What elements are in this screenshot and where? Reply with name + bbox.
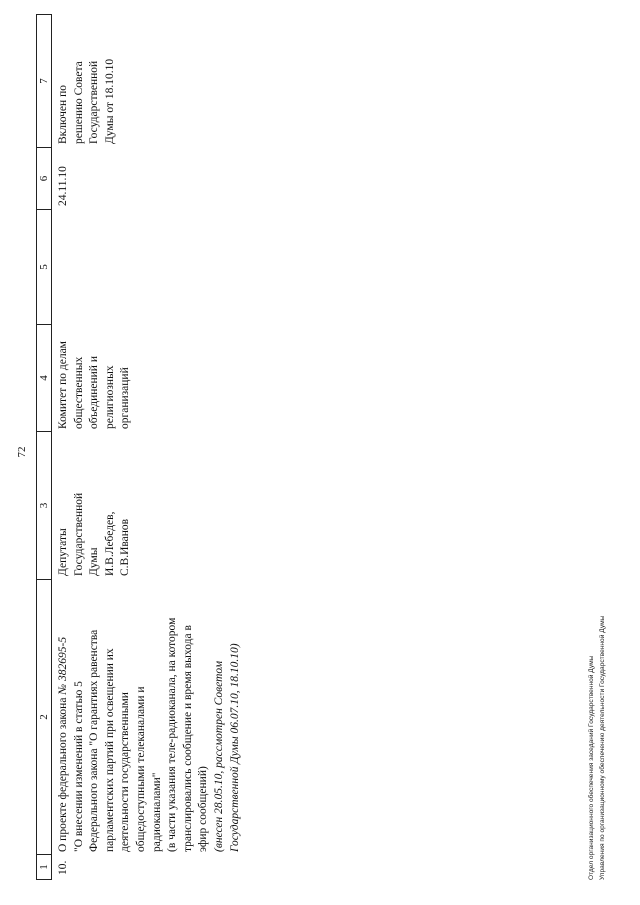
remark-line: Государственной — [88, 60, 101, 144]
bill-note-line: (внесен 28.05.10, рассмотрен Советом — [212, 660, 225, 852]
header-col-2: 2 — [36, 579, 52, 855]
bill-title-line: "О внесении изменений в статью 5 — [72, 681, 85, 852]
bill-title-line: (в части указания теле-радиоканала, на к… — [166, 617, 179, 852]
header-col-3: 3 — [36, 431, 52, 580]
committee-line: религиозных — [103, 365, 116, 429]
initiator-line: И.В.Лебедев, — [103, 511, 116, 576]
initiators: Депутаты Государственной Думы И.В.Лебеде… — [56, 493, 134, 576]
remark-line: решению Совета — [72, 61, 85, 144]
committee: Комитет по делам общественных объединени… — [56, 341, 134, 429]
committee-line: организаций — [119, 367, 132, 429]
remark: Включен по решению Совета Государственно… — [56, 59, 118, 144]
remark-line: Включен по — [57, 85, 69, 144]
initiator-line: Думы — [88, 547, 101, 576]
header-col-6: 6 — [36, 147, 52, 210]
date: 24.11.10 — [57, 166, 69, 206]
footer-line: Отдел организационного обеспечения засед… — [588, 655, 595, 880]
committee-line: общественных — [72, 356, 85, 429]
bill-title-line: О проекте федерального закона № 382695-5 — [57, 636, 69, 852]
header-col-4: 4 — [36, 324, 52, 432]
initiator-line: С.В.Иванов — [119, 518, 132, 576]
initiator-line: Депутаты — [57, 528, 69, 576]
header-col-1: 1 — [36, 854, 52, 880]
committee-line: Комитет по делам — [57, 341, 69, 429]
header-col-5: 5 — [36, 209, 52, 325]
bill-title-line: деятельности государственными — [119, 692, 132, 852]
footer-line: Управления по организационному обеспечен… — [599, 615, 606, 880]
bill-title-line: эфир сообщений) — [197, 766, 210, 852]
bill-title-line: общедоступными телеканалами и — [134, 686, 147, 852]
committee-line: объединений и — [88, 356, 101, 429]
bill-title-line: радиоканалами" — [150, 772, 163, 852]
bill-note-line: Государственной Думы 06.07.10, 18.10.10) — [228, 643, 241, 852]
page-number: 72 — [16, 446, 28, 458]
bill-title-line: Федерального закона "О гарантиях равенст… — [88, 629, 101, 852]
bill-title-line: транслировались сообщение и время выхода… — [181, 625, 194, 852]
bill-number: № 382695-5 — [57, 636, 69, 695]
footer: Отдел организационного обеспечения засед… — [586, 616, 608, 880]
bill-title-line: парламентских партий при освещении их — [103, 648, 116, 852]
remark-line: Думы от 18.10.10 — [103, 58, 116, 144]
initiator-line: Государственной — [72, 492, 85, 576]
row-number: 10. — [57, 860, 69, 875]
bill-title: О проекте федерального закона № 382695-5… — [56, 618, 243, 852]
header-col-7: 7 — [36, 14, 52, 148]
